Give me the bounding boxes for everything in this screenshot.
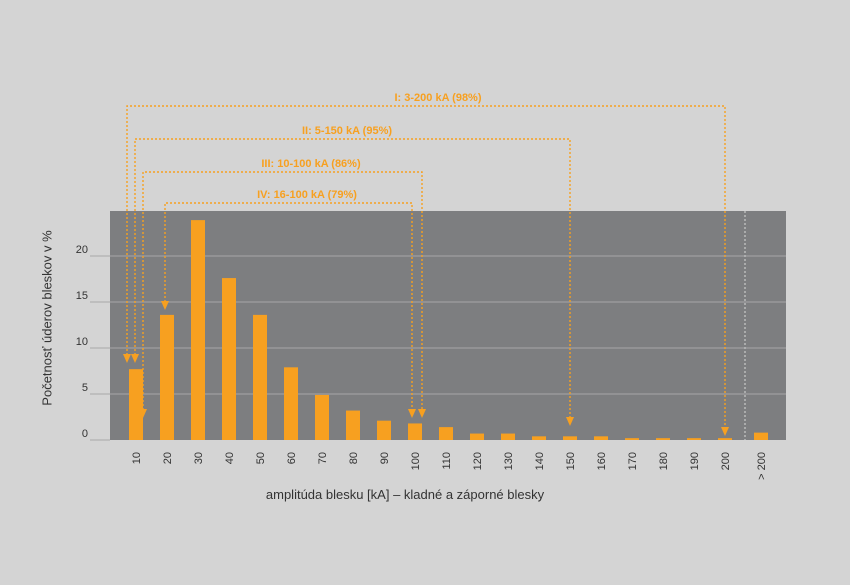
x-tick-label: 100	[410, 452, 422, 470]
x-tick-label: 180	[658, 452, 670, 470]
range-arrow-right	[721, 427, 729, 436]
range-arrow-right	[566, 417, 574, 426]
range-bracket	[134, 138, 571, 418]
range-arrow-left	[161, 301, 169, 310]
x-tick-label: 10	[131, 452, 143, 464]
x-axis-title: amplitúda blesku [kA] – kladné a záporné…	[265, 487, 545, 502]
bar	[191, 220, 205, 440]
y-tick-label: 20	[76, 244, 88, 256]
x-tick-label: 50	[255, 452, 267, 464]
range-bracket	[142, 171, 423, 410]
range-label: II: 5-150 kA (95%)	[302, 125, 392, 137]
x-tick-label: 70	[317, 452, 329, 464]
bar	[129, 369, 143, 440]
x-tick-label: 130	[503, 452, 515, 470]
x-tick-label: 170	[627, 452, 639, 470]
y-tick-label: 5	[82, 382, 88, 394]
bar	[315, 394, 329, 440]
plot-area	[110, 211, 786, 440]
x-tick-label: > 200	[756, 452, 768, 480]
x-tick-label: 150	[565, 452, 577, 470]
bar	[470, 433, 484, 440]
y-tick-label: 15	[76, 290, 88, 302]
bar	[408, 423, 422, 440]
range-arrow-left	[139, 409, 147, 418]
bar	[625, 438, 639, 440]
x-tick-label: 30	[193, 452, 205, 464]
bar	[377, 420, 391, 440]
range-label: III: 10-100 kA (86%)	[261, 158, 361, 170]
y-tick-label: 10	[76, 336, 88, 348]
x-tick-label: 140	[534, 452, 546, 470]
bar	[501, 433, 515, 440]
bar	[439, 427, 453, 440]
y-tick-label: 0	[82, 428, 88, 440]
x-tick-label: 20	[162, 452, 174, 464]
bar	[253, 314, 267, 440]
x-tick-label: 160	[596, 452, 608, 470]
range-arrow-left	[123, 354, 131, 363]
bar	[687, 438, 701, 440]
x-tick-label: 120	[472, 452, 484, 470]
x-tick-label: 80	[348, 452, 360, 464]
bar	[656, 438, 670, 440]
x-tick-label: 90	[379, 452, 391, 464]
bar	[222, 278, 236, 440]
range-label: I: 3-200 kA (98%)	[394, 92, 481, 104]
range-arrow-right	[408, 409, 416, 418]
x-tick-label: 60	[286, 452, 298, 464]
x-tick-label: 190	[689, 452, 701, 470]
bar	[563, 436, 577, 440]
bar	[284, 367, 298, 440]
x-tick-label: 110	[441, 452, 453, 470]
range-arrow-right	[418, 409, 426, 418]
range-label: IV: 16-100 kA (79%)	[257, 189, 357, 201]
bar	[594, 436, 608, 440]
range-arrow-left	[131, 354, 139, 363]
bar	[160, 314, 174, 440]
bar	[718, 438, 732, 440]
bar	[754, 432, 768, 440]
range-bracket	[164, 202, 413, 410]
y-axis-title: Početnosť úderov bleskov v %	[39, 230, 55, 406]
bar	[532, 436, 546, 440]
bar	[346, 410, 360, 440]
x-tick-label: 200	[720, 452, 732, 470]
x-tick-label: 40	[224, 452, 236, 464]
range-bracket	[126, 105, 726, 428]
